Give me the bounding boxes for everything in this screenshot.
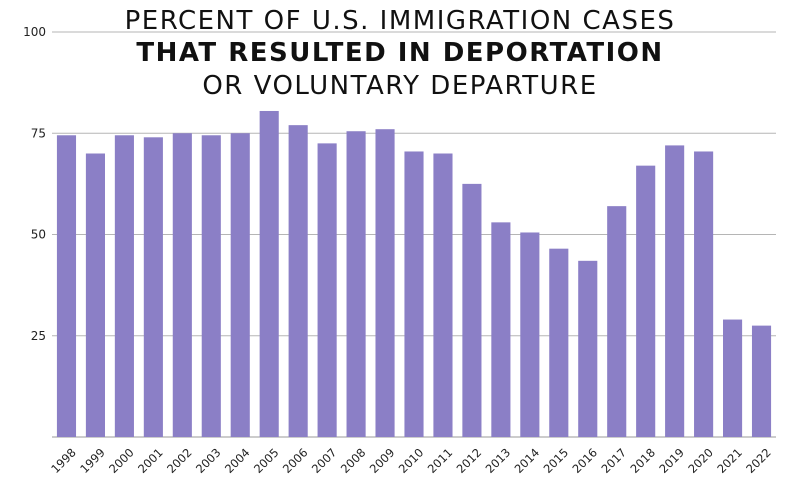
bar-2017 [607,206,627,437]
x-tick-label: 2017 [598,445,629,476]
bar-2009 [375,129,395,437]
x-tick-label: 2011 [425,445,456,476]
bar-2006 [288,125,308,438]
bar-2015 [549,248,569,437]
bar-2021 [723,319,743,437]
x-tick-label: 1999 [77,445,108,476]
x-tick-label: 2019 [656,445,687,476]
x-tick-label: 2013 [483,445,514,476]
bar-2003 [201,135,221,437]
x-tick-label: 2020 [685,445,716,476]
x-tick-label: 2000 [106,445,137,476]
chart-title-line-2: THAT RESULTED IN DEPORTATION [136,38,664,68]
bar-1999 [85,153,105,437]
x-tick-label: 2008 [338,445,369,476]
y-tick-label: 100 [23,25,46,39]
bar-2022 [751,325,772,437]
bar-2011 [433,153,453,437]
bar-2005 [259,110,279,437]
x-tick-label: 2001 [135,445,166,476]
chart-title-line-3: OR VOLUNTARY DEPARTURE [202,71,598,101]
bar-2007 [317,143,337,437]
x-tick-label: 2005 [251,445,282,476]
x-tick-label: 2010 [396,445,427,476]
bar-2020 [694,151,714,437]
x-tick-label: 2018 [627,445,658,476]
x-tick-label: 2016 [569,445,600,476]
x-tick-label: 2014 [512,445,543,476]
gridlines [52,31,776,438]
x-tick-label: 2002 [164,445,195,476]
x-tick-label: 2004 [222,445,253,476]
x-tick-label: 2009 [367,445,398,476]
bar-2018 [636,165,656,437]
y-axis-tick-labels: 25 50 75 100 [23,25,46,343]
bar-2013 [491,222,511,437]
x-tick-label: 2015 [541,445,572,476]
y-tick-label: 50 [31,228,46,242]
bar-2012 [462,183,482,437]
x-tick-label: 2007 [309,445,340,476]
x-tick-label: 2003 [193,445,224,476]
bar-2000 [114,135,134,437]
bar-1998 [56,135,77,437]
bar-2002 [172,133,192,437]
y-tick-label: 75 [31,126,46,140]
bar-2014 [520,232,540,437]
bar-2010 [404,151,424,437]
bar-2008 [346,131,366,437]
x-tick-label: 2021 [714,445,745,476]
x-tick-label: 1998 [48,445,79,476]
bars [56,110,772,438]
x-axis-tick-labels: 1998199920002001200220032004200520062007… [48,445,774,476]
bar-2004 [230,133,250,437]
x-tick-label: 2006 [280,445,311,476]
x-tick-label: 2012 [454,445,485,476]
x-tick-label: 2022 [743,445,774,476]
bar-2019 [665,145,685,437]
y-tick-label: 25 [31,329,46,343]
chart-title-line-1: PERCENT OF U.S. IMMIGRATION CASES [124,6,676,36]
bar-2001 [143,137,163,438]
bar-2016 [578,260,598,437]
